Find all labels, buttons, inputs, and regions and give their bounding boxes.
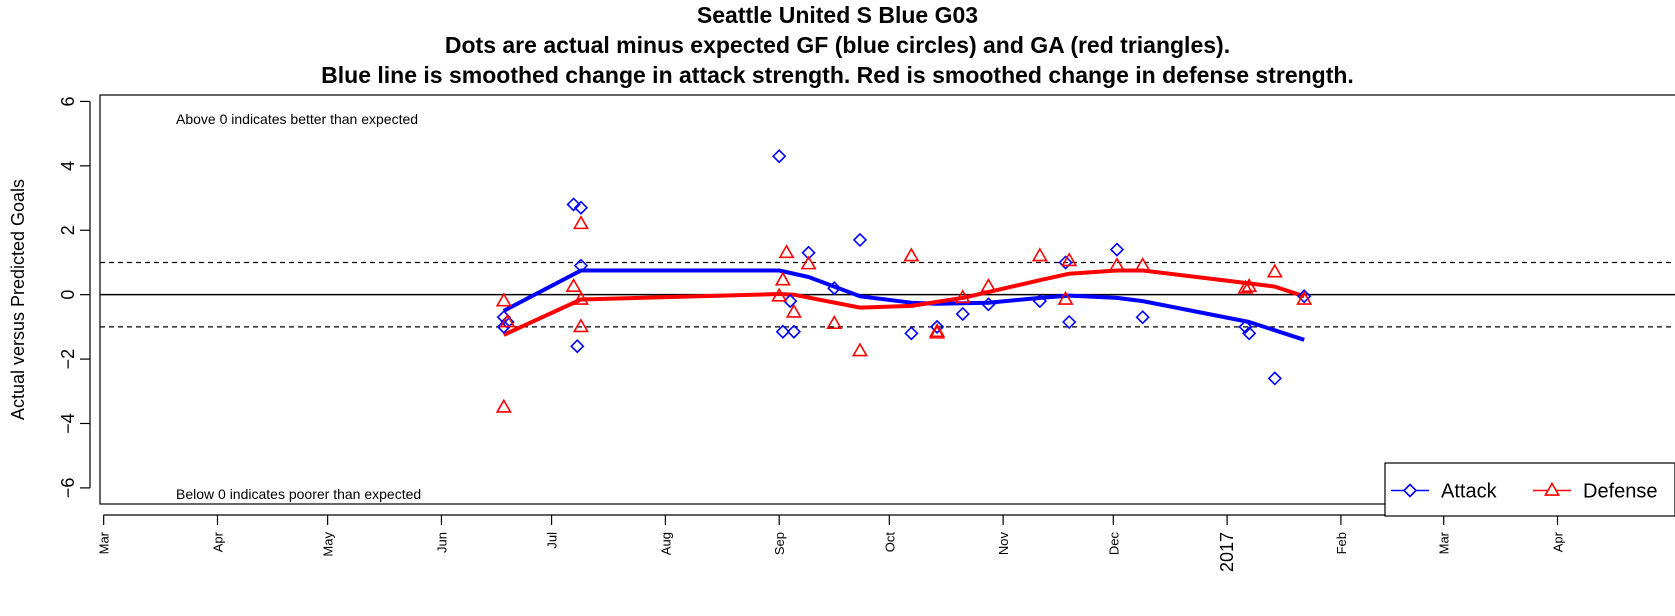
legend-defense-label: Defense — [1583, 481, 1658, 503]
x-axis: Mar Apr May Jun Jul Aug Sep Oct Nov Dec 2017 Feb Mar… — [97, 514, 1566, 572]
legend-defense-marker — [1543, 481, 1561, 496]
defense-point — [572, 215, 589, 230]
defense-point — [954, 289, 971, 304]
plot-frame — [99, 94, 1675, 505]
defense-point — [495, 292, 512, 307]
attack-point — [801, 245, 816, 260]
y-tick-label: 0 — [58, 290, 78, 300]
defense-point — [785, 303, 802, 318]
x-tick-label: Apr — [210, 531, 225, 552]
attack-point — [1267, 371, 1282, 386]
defense-point — [800, 255, 817, 270]
attack-point — [783, 293, 798, 309]
data-points — [495, 149, 1313, 413]
chart-subtitle-1: Dots are actual minus expected GF (blue … — [444, 32, 1231, 58]
defense-point — [778, 244, 795, 259]
attack-point — [1135, 310, 1150, 325]
x-tick-label: Jul — [545, 532, 560, 549]
legend-attack-marker — [1402, 483, 1418, 498]
attack-point — [852, 232, 868, 248]
defense-point — [572, 318, 589, 333]
defense-point — [929, 324, 946, 339]
attack-point — [1058, 255, 1073, 270]
attack-point — [496, 319, 511, 335]
defense-point — [495, 398, 512, 413]
defense-point — [1237, 279, 1254, 294]
y-tick-label: −6 — [58, 478, 78, 499]
x-tick-label: Sep — [772, 532, 787, 555]
defense-point — [980, 278, 997, 292]
y-tick-label: 6 — [58, 96, 78, 106]
x-tick-label: Apr — [1551, 531, 1566, 552]
legend-box — [1384, 462, 1675, 517]
defense-point — [1296, 290, 1313, 305]
attack-point — [929, 319, 945, 335]
y-axis-label: Actual versus Predicted Goals — [8, 179, 28, 420]
defense-point — [851, 342, 868, 357]
y-tick-label: −2 — [58, 349, 78, 370]
legend-attack-label: Attack — [1441, 481, 1498, 503]
chart-title: Seattle United S Blue G03 — [696, 2, 979, 28]
annotation-bottom: Below 0 indicates poorer than expected — [176, 486, 421, 502]
legend: Attack Defense — [1384, 462, 1675, 517]
x-tick-label: Aug — [658, 532, 673, 555]
defense-point — [1241, 278, 1258, 292]
y-axis: −6 −4 −2 0 2 4 6 — [58, 96, 91, 499]
defense-point — [771, 287, 788, 302]
attack-point — [1109, 242, 1125, 257]
defense-point — [1266, 263, 1283, 278]
defense-point — [499, 313, 516, 328]
attack-point — [573, 258, 589, 273]
x-tick-label: Feb — [1334, 532, 1349, 554]
y-tick-label: 2 — [58, 225, 78, 235]
attack-point — [1062, 314, 1077, 330]
attack-point — [981, 297, 996, 312]
x-tick-label: Dec — [1106, 532, 1121, 556]
x-tick-label: May — [321, 532, 336, 557]
annotation-top: Above 0 indicates better than expected — [176, 111, 418, 127]
y-tick-label: −4 — [58, 413, 78, 434]
defense-point — [774, 271, 791, 286]
attack-point — [570, 339, 585, 354]
chart-titles: Seattle United S Blue G03 Dots are actua… — [0, 0, 1675, 90]
x-tick-label: 2017 — [1217, 532, 1237, 572]
attack-point — [1032, 293, 1047, 309]
attack-point — [1297, 289, 1312, 304]
attack-point — [827, 281, 842, 296]
x-tick-label: Nov — [996, 532, 1011, 556]
defense-point — [565, 278, 582, 292]
attack-point — [904, 326, 919, 341]
x-tick-label: Jun — [434, 532, 449, 553]
defense-point — [1061, 252, 1078, 267]
defense-point — [903, 247, 920, 262]
attack-point — [775, 324, 790, 339]
x-tick-label: Mar — [1437, 531, 1452, 554]
defense-point — [572, 290, 589, 305]
attack-point — [1241, 326, 1257, 341]
reference-lines — [100, 261, 1675, 328]
defense-point — [826, 315, 843, 330]
defense-point — [1031, 247, 1048, 262]
defense-point — [929, 323, 946, 338]
attack-point — [1238, 319, 1253, 335]
attack-point — [772, 149, 787, 164]
attack-point — [955, 306, 970, 322]
x-tick-label: Mar — [97, 531, 112, 554]
chart-subtitle-2: Blue line is smoothed change in attack s… — [321, 62, 1354, 88]
defense-point — [1134, 257, 1151, 272]
smoothed-lines — [502, 268, 1305, 342]
defense-point — [1108, 257, 1125, 272]
attack-point — [573, 200, 589, 215]
x-tick-label: Oct — [882, 532, 897, 553]
defense-point — [1057, 290, 1074, 305]
y-tick-label: 4 — [58, 161, 78, 171]
attack-point — [786, 324, 802, 339]
attack-point — [566, 197, 581, 212]
attack-point — [500, 314, 515, 330]
